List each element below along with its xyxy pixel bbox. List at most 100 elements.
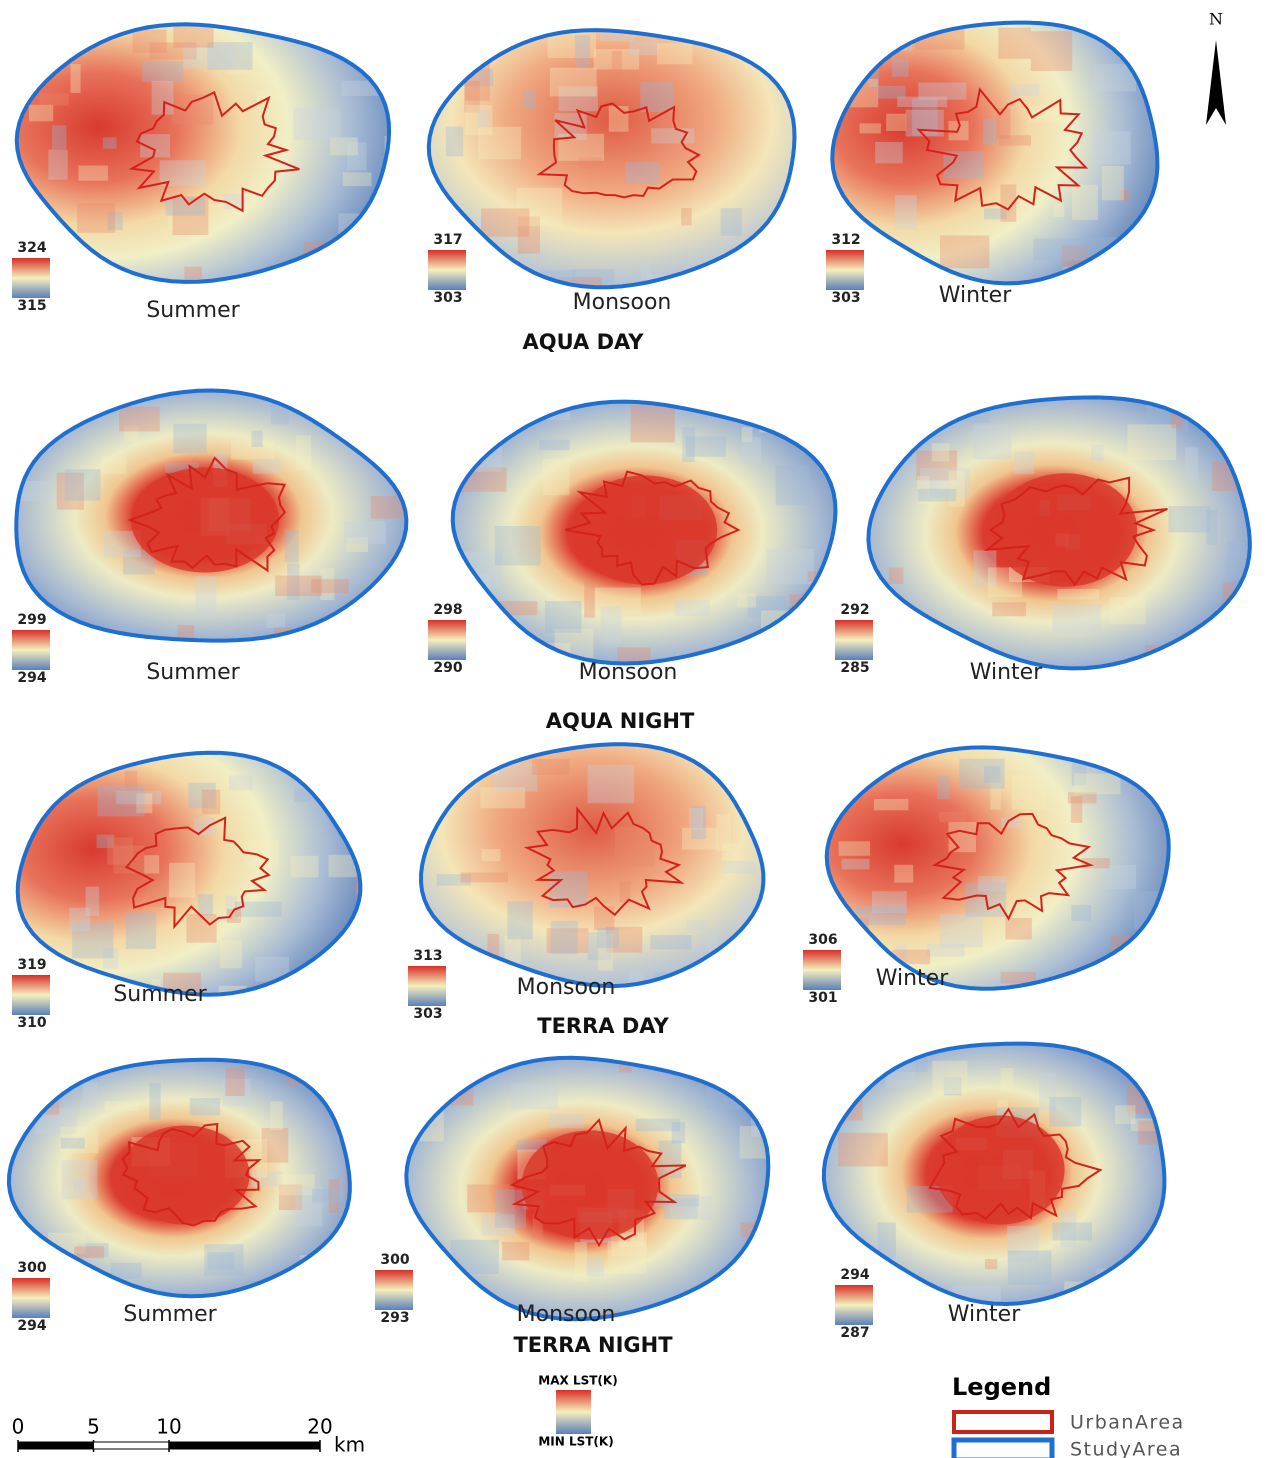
- pixel-patch: [727, 752, 748, 775]
- colorbar-max: 292: [840, 602, 869, 618]
- colorbar-min: 293: [380, 1310, 409, 1326]
- pixel-patch: [1207, 510, 1218, 545]
- pixel-patch: [304, 242, 353, 280]
- pixel-patch: [338, 213, 374, 240]
- pixel-patch: [594, 906, 614, 930]
- pixel-patch: [876, 620, 893, 635]
- pixel-patch: [74, 1246, 104, 1258]
- maps: AQUA DAY324315Summer317303Monsoon312303W…: [9, 21, 1274, 1357]
- pixel-patch: [1163, 1086, 1207, 1104]
- pixel-patch: [932, 1061, 967, 1094]
- pixel-patch: [793, 610, 834, 627]
- pixel-patch: [769, 1139, 811, 1173]
- pixel-patch: [346, 43, 359, 59]
- pixel-patch: [739, 282, 783, 315]
- season-label: Winter: [939, 283, 1012, 308]
- pixel-patch: [915, 21, 964, 50]
- pixel-patch: [539, 440, 569, 450]
- pixel-patch: [1033, 238, 1081, 260]
- pixel-patch: [973, 425, 1011, 459]
- pixel-patch: [1231, 653, 1274, 685]
- pixel-patch: [631, 405, 675, 442]
- legend-study-swatch: [954, 1440, 1052, 1458]
- pixel-patch: [220, 940, 242, 968]
- pixel-patch: [1127, 424, 1176, 460]
- pixel-patch: [575, 1242, 587, 1281]
- pixel-patch: [597, 928, 619, 948]
- pixel-patch: [821, 461, 867, 473]
- season-label: Monsoon: [573, 290, 672, 315]
- scale-tick-label: 5: [87, 1415, 100, 1439]
- pixel-patch: [1155, 659, 1173, 688]
- pixel-patch: [998, 28, 1031, 59]
- pixel-patch: [1031, 31, 1072, 71]
- pixel-patch: [381, 584, 395, 604]
- pixel-patch: [542, 459, 569, 495]
- pixel-patch: [918, 489, 957, 501]
- ramp-min: MIN LST(K): [538, 1435, 613, 1449]
- colorbar: [803, 950, 841, 990]
- pixel-patch: [651, 128, 694, 143]
- pixel-patch: [1155, 782, 1177, 802]
- row-title: AQUA NIGHT: [546, 709, 695, 733]
- pixel-patch: [865, 271, 907, 309]
- pixel-patch: [630, 40, 659, 55]
- pixel-patch: [229, 776, 253, 791]
- pixel-patch: [657, 43, 692, 64]
- pixel-patch: [126, 913, 156, 949]
- pixel-patch: [132, 30, 166, 53]
- pixel-patch: [312, 1189, 344, 1203]
- pixel-patch: [196, 576, 217, 616]
- pixel-patch: [149, 1083, 160, 1120]
- pixel-patch: [1001, 972, 1036, 984]
- pixel-patch: [1102, 166, 1124, 200]
- pixel-patch: [839, 841, 870, 855]
- pixel-patch: [495, 1189, 526, 1227]
- pixel-patch: [113, 846, 144, 874]
- pixel-patch: [105, 1101, 139, 1111]
- pixel-patch: [142, 61, 183, 82]
- pixel-patch: [119, 407, 160, 432]
- colorbar-min: 301: [808, 990, 837, 1006]
- legend-title: Legend: [952, 1373, 1051, 1401]
- pixel-patch: [672, 1122, 685, 1143]
- pixel-patch: [1174, 647, 1211, 657]
- pixel-patch: [61, 1138, 85, 1149]
- pixel-patch: [285, 529, 299, 562]
- colorbar: [428, 250, 466, 290]
- pixel-patch: [1157, 954, 1190, 971]
- pixel-patch: [296, 435, 311, 469]
- pixel-patch: [523, 89, 535, 110]
- pixel-patch: [282, 1287, 327, 1317]
- pixel-patch: [959, 759, 1005, 789]
- pixel-patch: [481, 849, 500, 861]
- pixel-patch: [103, 137, 117, 148]
- pixel-patch: [446, 127, 463, 157]
- pixel-patch: [374, 24, 398, 52]
- pixel-patch: [48, 150, 67, 180]
- pixel-patch: [722, 861, 756, 874]
- pixel-patch: [29, 105, 53, 121]
- pixel-patch: [319, 401, 348, 420]
- scale-segment: [18, 1442, 94, 1449]
- pixel-patch: [344, 521, 386, 544]
- scale-tick-label: 20: [307, 1415, 332, 1439]
- scale-unit: km: [334, 1433, 365, 1457]
- urban-core: [120, 1125, 249, 1224]
- colorbar-min: 287: [840, 1325, 869, 1341]
- legend-study: StudyArea: [1070, 1439, 1182, 1458]
- colorbar: [12, 975, 50, 1015]
- pixel-patch: [1059, 1297, 1090, 1320]
- pixel-patch: [612, 51, 622, 76]
- pixel-patch: [1072, 185, 1098, 220]
- pixel-patch: [252, 431, 263, 447]
- season-label: Summer: [146, 660, 240, 685]
- pixel-patch: [761, 1303, 776, 1317]
- colorbar: [835, 1285, 873, 1325]
- pixel-patch: [937, 776, 949, 800]
- pixel-patch: [1115, 1105, 1135, 1124]
- colorbar-max: 299: [17, 612, 46, 628]
- pixel-patch: [198, 894, 213, 915]
- ramp: [556, 1390, 591, 1434]
- pixel-patch: [296, 769, 335, 783]
